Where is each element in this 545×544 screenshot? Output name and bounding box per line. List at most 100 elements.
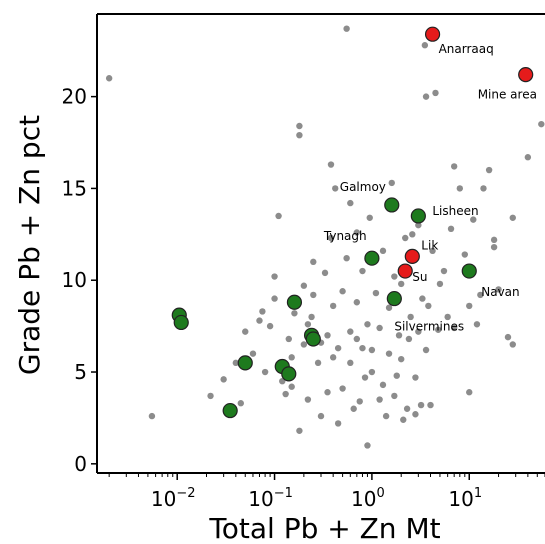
data-point xyxy=(398,355,405,363)
data-point xyxy=(366,214,373,221)
highlighted-label: Anarraaq xyxy=(439,42,494,56)
data-point xyxy=(422,346,430,354)
x-tick-label: 10−1 xyxy=(248,486,293,511)
data-point xyxy=(504,333,512,341)
plot-area: Tynagh Galmoy Silvermines Lisheen Navan Anarr… xyxy=(105,25,545,449)
data-point xyxy=(148,412,156,420)
data-point xyxy=(385,304,393,311)
irish-deposit-point xyxy=(461,263,477,279)
y-tick-label: 15 xyxy=(62,176,87,200)
highlighted-label: Su xyxy=(412,270,427,284)
data-point xyxy=(347,199,354,207)
data-point xyxy=(417,401,425,409)
data-point xyxy=(105,75,113,82)
data-point xyxy=(271,295,278,302)
data-point xyxy=(359,344,366,352)
data-point xyxy=(412,374,419,381)
data-point xyxy=(427,401,434,409)
data-point xyxy=(421,42,429,49)
data-point xyxy=(405,335,413,343)
data-point xyxy=(271,273,278,280)
data-point xyxy=(327,161,335,168)
data-point xyxy=(249,350,257,357)
data-point xyxy=(359,267,366,275)
data-point xyxy=(422,93,430,100)
irish-deposit-point xyxy=(386,290,402,307)
data-point xyxy=(353,335,361,343)
data-point xyxy=(237,400,244,407)
data-point xyxy=(220,376,227,383)
data-point xyxy=(308,313,315,321)
data-point xyxy=(391,392,398,400)
data-point xyxy=(356,398,363,405)
data-point xyxy=(347,359,354,367)
y-tick-label: 20 xyxy=(62,85,87,109)
data-point xyxy=(398,280,405,288)
data-point xyxy=(412,411,419,418)
data-point xyxy=(538,120,545,128)
data-point xyxy=(388,179,395,187)
highlighted-label: Lik xyxy=(421,238,438,252)
data-point xyxy=(524,154,532,161)
data-point xyxy=(415,328,422,335)
data-point xyxy=(490,243,498,251)
data-point xyxy=(447,225,455,233)
irish-deposit-point xyxy=(384,197,400,213)
data-point xyxy=(296,131,303,139)
data-point xyxy=(353,299,361,306)
data-point xyxy=(376,396,383,403)
irish-deposit-point xyxy=(286,294,303,310)
data-point xyxy=(495,286,502,293)
data-point xyxy=(261,368,269,376)
data-point xyxy=(480,185,487,192)
data-point xyxy=(256,317,263,324)
x-tick-label: 101 xyxy=(448,486,482,511)
data-point xyxy=(436,280,444,288)
data-point xyxy=(419,295,426,302)
irish-deposit-point xyxy=(305,331,321,347)
data-point xyxy=(432,89,439,97)
data-point xyxy=(321,269,329,277)
data-point xyxy=(339,385,346,392)
data-point xyxy=(334,344,342,352)
irish-deposit-point xyxy=(281,366,297,382)
data-point xyxy=(379,381,387,389)
data-point xyxy=(324,332,331,339)
data-point xyxy=(415,221,422,229)
data-point xyxy=(509,341,516,348)
data-point xyxy=(466,302,473,310)
data-point xyxy=(382,412,390,420)
data-point xyxy=(296,427,303,434)
data-point xyxy=(461,251,468,258)
data-point xyxy=(395,332,403,339)
x-tick-label: 10−2 xyxy=(151,486,196,511)
data-point xyxy=(300,341,308,348)
data-point xyxy=(324,389,331,396)
data-point xyxy=(242,328,249,335)
data-point xyxy=(364,321,371,328)
deposit-label: Tynagh xyxy=(323,229,367,243)
data-point xyxy=(350,405,357,412)
data-point xyxy=(329,302,337,310)
data-point xyxy=(314,359,322,367)
data-point xyxy=(329,354,337,361)
highlighted-point xyxy=(518,66,534,83)
data-point xyxy=(282,390,289,398)
data-point xyxy=(296,122,303,130)
data-point xyxy=(288,383,295,390)
x-axis-label: Total Pb + Zn Mt xyxy=(208,512,440,544)
data-point xyxy=(490,236,498,244)
data-point xyxy=(334,420,342,427)
data-point xyxy=(343,25,350,32)
axes: 0 5 10 15 20 10−2 10−1 100 101 xyxy=(62,13,545,511)
data-point xyxy=(409,231,416,238)
data-point xyxy=(444,313,451,321)
data-point xyxy=(310,291,317,299)
data-point xyxy=(435,326,442,333)
data-point xyxy=(485,166,493,174)
irish-deposit-point xyxy=(410,208,426,224)
data-point xyxy=(285,335,292,343)
data-point xyxy=(266,322,274,330)
data-point xyxy=(391,273,398,280)
